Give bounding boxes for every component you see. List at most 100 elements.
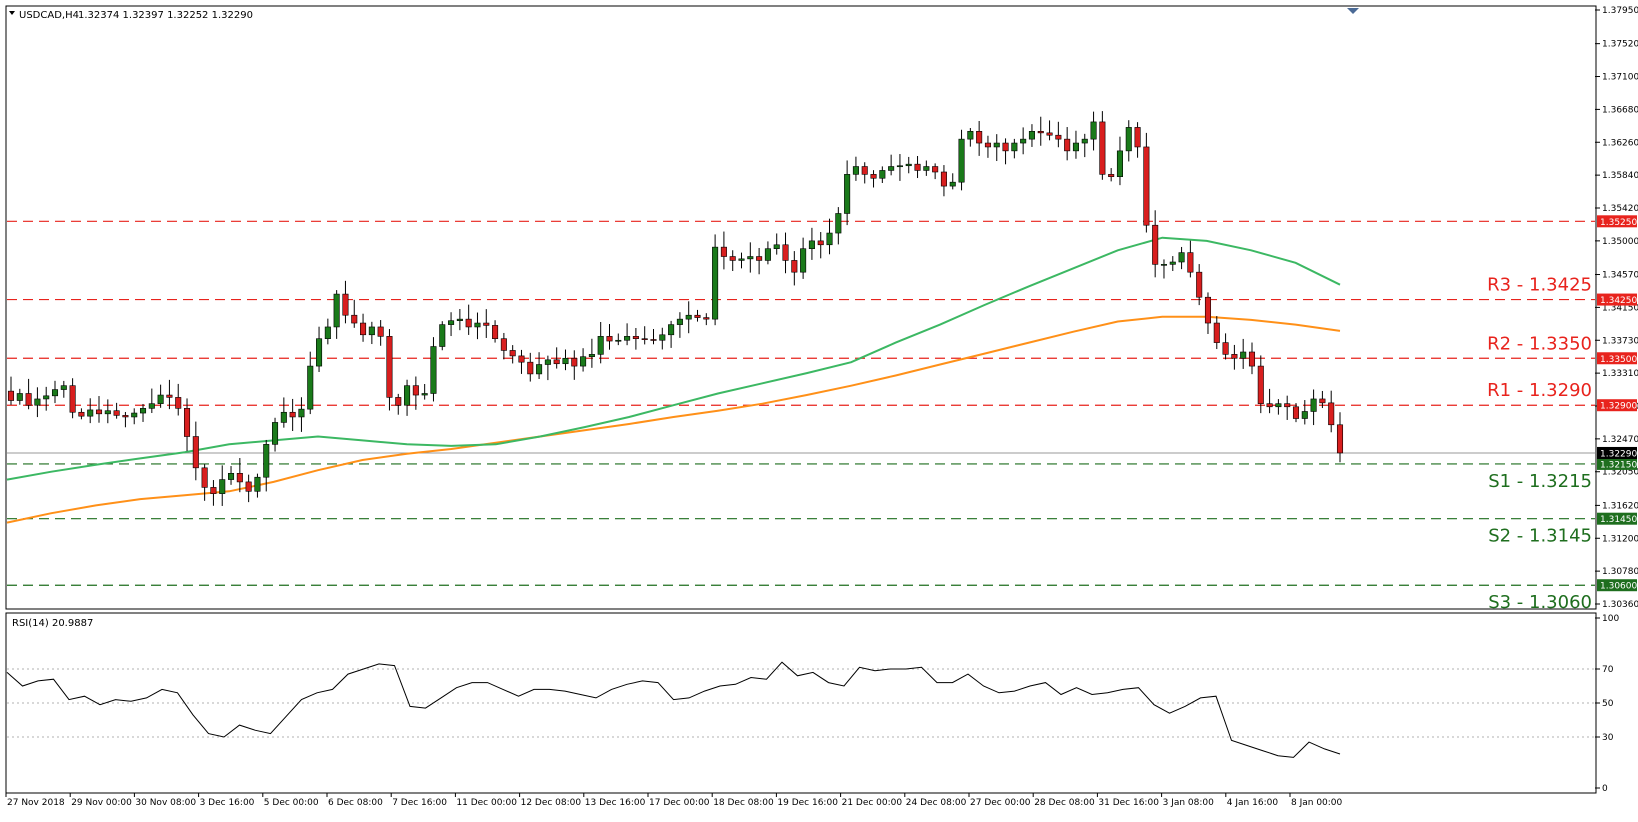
ma-slow-line <box>6 315 1341 524</box>
candle-bear <box>553 359 560 365</box>
candle-bear <box>1319 398 1326 404</box>
candle-bear <box>492 325 499 339</box>
candle-bear <box>351 314 358 324</box>
candle-bull <box>131 412 138 418</box>
time-tick-label: 17 Dec 00:00 <box>649 798 710 808</box>
candle-bear <box>932 166 939 173</box>
candle-bull <box>1275 403 1282 408</box>
chart-shift-marker-icon[interactable] <box>1347 8 1359 14</box>
level-labels: R3 - 1.3425 R2 - 1.3350 R1 - 1.3290 S1 - 1.… <box>1487 275 1592 614</box>
price-tag-r3-bg <box>1597 293 1637 306</box>
level-label-s2: S2 - 1.3145 <box>1488 526 1592 547</box>
candle-bear <box>1284 403 1291 408</box>
candle-bear <box>720 246 727 257</box>
price-tag-s2: 1.31450 <box>1600 515 1637 525</box>
candle-bull <box>967 131 974 140</box>
candle-bull <box>747 256 754 260</box>
time-tick-label: 30 Nov 08:00 <box>135 798 196 808</box>
candle-bear <box>641 338 648 340</box>
candle-bear <box>342 293 349 316</box>
candle-bear <box>632 336 639 339</box>
candle-bull <box>16 393 23 401</box>
price-tick-label: 1.31620 <box>1602 501 1638 511</box>
candle-bull <box>219 479 226 494</box>
candle-bear <box>940 171 947 187</box>
candle-bull <box>773 244 780 249</box>
candle-bear <box>360 322 367 336</box>
candle-bull <box>597 336 604 355</box>
price-tick-label: 1.36680 <box>1602 105 1638 115</box>
candle-bull <box>1125 127 1132 152</box>
time-tick-label: 13 Dec 16:00 <box>585 798 646 808</box>
candle-bull <box>536 364 543 375</box>
candle-bull <box>835 213 842 234</box>
price-tick-label: 1.37950 <box>1602 6 1638 16</box>
rsi-panel-frame <box>5 612 1597 794</box>
candle-bear <box>500 338 507 351</box>
time-tick-label: 19 Dec 16:00 <box>777 798 838 808</box>
candle-bear <box>791 260 798 273</box>
candle-bear <box>870 174 877 179</box>
candle-bear <box>175 397 182 409</box>
candle-bear <box>703 317 710 320</box>
candle-bull <box>43 395 50 400</box>
time-tick-label: 31 Dec 16:00 <box>1098 798 1159 808</box>
symbol-menu-arrow-icon[interactable] <box>9 11 15 15</box>
symbol-title: USDCAD,H4 <box>19 10 79 21</box>
candle-bear <box>1222 342 1229 355</box>
candle-bear <box>7 390 15 401</box>
candle-bear <box>1328 402 1335 426</box>
price-tag-s1: 1.32150 <box>1600 460 1637 470</box>
candle-bull <box>1116 150 1123 177</box>
ohlc-readout: 1.32374 1.32397 1.32252 1.32290 <box>78 10 253 21</box>
candle-bear <box>976 131 983 144</box>
time-axis[interactable]: 27 Nov 2018 29 Nov 00:00 30 Nov 08:00 3 Dec… <box>5 793 1343 808</box>
sr-levels <box>7 220 1595 586</box>
candle-bear <box>1046 132 1053 136</box>
candle-bear <box>527 361 534 375</box>
price-tick-label: 1.36260 <box>1602 138 1638 148</box>
price-tick-label: 1.31200 <box>1602 534 1638 544</box>
candle-bear <box>483 322 490 326</box>
candle-bull <box>439 324 446 347</box>
candle-bear <box>1336 424 1344 454</box>
candle-bull <box>272 422 279 445</box>
candle-bear <box>236 473 243 483</box>
candle-bull <box>430 346 437 394</box>
candle-bear <box>210 487 217 494</box>
candle-bear <box>1002 142 1009 152</box>
price-tag-s3-bg <box>1597 579 1637 592</box>
current-price-tag: 1.32290 <box>1600 449 1637 459</box>
candle-bull <box>1169 261 1176 265</box>
candle-bear <box>1037 131 1044 134</box>
candle-bull <box>808 240 815 249</box>
price-tag-r2: 1.33500 <box>1600 355 1637 365</box>
candle-bull <box>316 338 323 367</box>
candle-bear <box>377 326 384 337</box>
candle-bull <box>474 322 481 328</box>
candle-bull <box>148 403 155 409</box>
candle-bull <box>1178 252 1185 263</box>
candle-bear <box>1248 351 1256 367</box>
price-tag-s2-bg <box>1597 512 1637 525</box>
candle-bear <box>509 350 516 357</box>
candle-bear <box>1143 146 1150 226</box>
moving-averages <box>6 236 1341 524</box>
candle-bear <box>1204 296 1212 324</box>
time-tick-label: 3 Dec 16:00 <box>200 798 255 808</box>
time-tick-label: 24 Dec 08:00 <box>906 798 967 808</box>
time-tick-label: 27 Nov 2018 <box>7 798 65 808</box>
time-tick-label: 3 Jan 08:00 <box>1163 798 1215 808</box>
candle-bull <box>958 138 965 183</box>
candle-bull <box>826 232 833 246</box>
price-tag-r1: 1.32900 <box>1600 402 1637 412</box>
candle-bull <box>1028 131 1035 140</box>
candle-bear <box>395 397 402 406</box>
candlesticks <box>7 111 1344 506</box>
candle-bull <box>298 408 305 418</box>
price-tag-r1-bg <box>1597 399 1637 412</box>
price-tag-s1-bg <box>1597 457 1637 470</box>
candle-bear <box>1231 354 1238 359</box>
